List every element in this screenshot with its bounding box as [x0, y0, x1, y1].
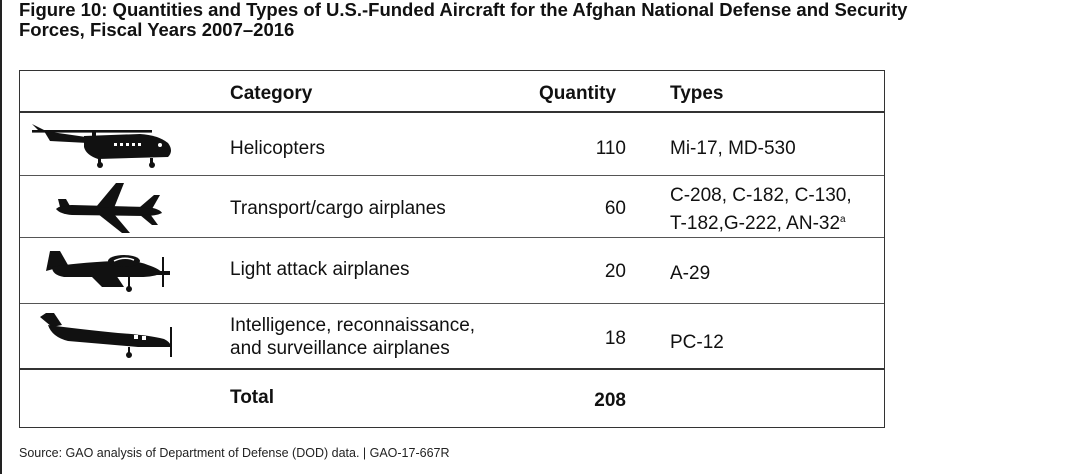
header-types: Types	[670, 83, 724, 104]
figure-title-line2: Forces, Fiscal Years 2007–2016	[19, 19, 295, 40]
helicopter-icon	[32, 124, 171, 168]
surveillance-plane-icon	[40, 313, 172, 358]
header-divider	[20, 111, 884, 113]
figure-title: Figure 10: Quantities and Types of U.S.-…	[19, 0, 1074, 40]
row-attack-types: A-29	[670, 263, 711, 284]
row-divider-1	[20, 175, 884, 176]
row-isr-category-line2: and surveillance airplanes	[230, 338, 450, 359]
row-divider-2	[20, 237, 884, 238]
header-category: Category	[230, 83, 313, 104]
row-helicopters-category: Helicopters	[230, 138, 326, 159]
row-helicopters-quantity: 110	[595, 138, 626, 159]
total-divider	[20, 368, 884, 370]
cargo-plane-icon	[56, 183, 162, 233]
row-isr-quantity: 18	[604, 328, 626, 349]
row-helicopters-types: Mi-17, MD-530	[670, 138, 796, 159]
row-transport-types-line2-text: T-182,G-222, AN-32	[670, 213, 841, 234]
source-note: Source: GAO analysis of Department of De…	[19, 446, 450, 460]
total-label: Total	[230, 387, 274, 408]
row-transport-types-line1: C-208, C-182, C-130,	[670, 185, 852, 206]
attack-plane-icon	[46, 251, 170, 292]
row-divider-3	[20, 303, 884, 304]
figure-title-line1: Figure 10: Quantities and Types of U.S.-…	[19, 0, 908, 20]
left-border-rule	[0, 0, 2, 474]
row-isr-category-line1: Intelligence, reconnaissance,	[230, 315, 476, 336]
row-transport-types-line2: T-182,G-222, AN-32a	[670, 208, 846, 235]
aircraft-table: Category Quantity Types Helicopters 110 …	[19, 70, 885, 428]
row-isr-types: PC-12	[670, 332, 724, 353]
footnote-marker: a	[840, 214, 846, 225]
total-quantity: 208	[594, 390, 626, 411]
row-attack-category: Light attack airplanes	[230, 259, 410, 280]
header-quantity: Quantity	[539, 83, 617, 104]
row-attack-quantity: 20	[604, 261, 626, 282]
row-transport-category: Transport/cargo airplanes	[230, 198, 446, 219]
row-transport-quantity: 60	[604, 198, 626, 219]
